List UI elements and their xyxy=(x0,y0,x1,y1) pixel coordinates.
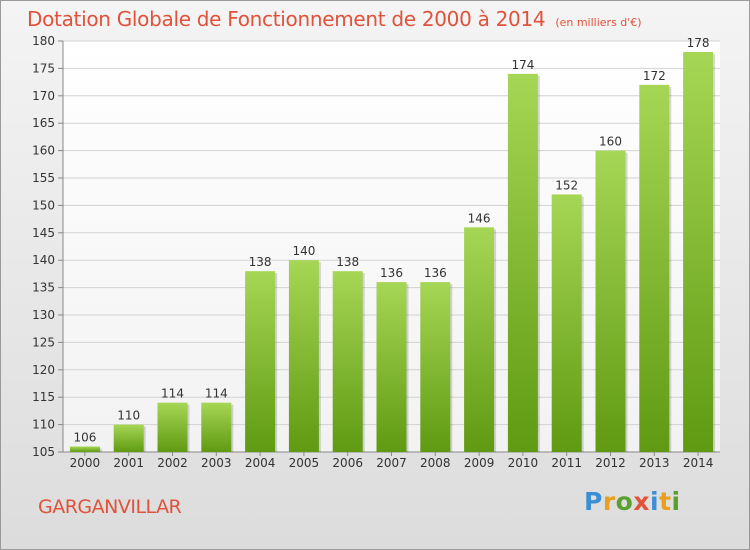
data-label: 106 xyxy=(73,431,96,445)
y-tick-label: 135 xyxy=(32,281,55,295)
logo-letter: P xyxy=(584,487,603,516)
x-tick-label: 2000 xyxy=(70,456,101,470)
bar xyxy=(157,402,188,452)
logo-letter: i xyxy=(650,487,660,516)
data-label: 136 xyxy=(424,266,447,280)
y-tick-label: 105 xyxy=(32,445,55,459)
logo-letter: t xyxy=(659,487,672,516)
data-label: 114 xyxy=(161,387,184,401)
data-label: 138 xyxy=(249,255,272,269)
y-tick-label: 180 xyxy=(32,34,55,48)
bar xyxy=(507,73,538,452)
y-tick-label: 165 xyxy=(32,116,55,130)
logo-letter: r xyxy=(602,487,616,516)
bar xyxy=(332,271,363,452)
y-tick-label: 175 xyxy=(32,61,55,75)
data-label: 140 xyxy=(292,244,315,258)
data-label: 110 xyxy=(117,409,140,423)
bar xyxy=(245,271,276,452)
x-tick-label: 2005 xyxy=(289,456,320,470)
x-tick-label: 2009 xyxy=(464,456,495,470)
y-tick-label: 140 xyxy=(32,253,55,267)
y-tick-label: 145 xyxy=(32,226,55,240)
bar xyxy=(420,282,451,452)
bar xyxy=(551,194,582,452)
x-tick-label: 2003 xyxy=(201,456,232,470)
proxiti-logo: Proxiti xyxy=(584,487,681,516)
data-label: 146 xyxy=(468,211,491,225)
chart-title: Dotation Globale de Fonctionnement de 20… xyxy=(27,7,642,31)
data-label: 138 xyxy=(336,255,359,269)
chart-unit: (en milliers d'€) xyxy=(555,16,642,29)
y-tick-label: 110 xyxy=(32,418,55,432)
data-label: 114 xyxy=(205,387,228,401)
data-label: 178 xyxy=(687,36,710,50)
city-name: GARGANVILLAR xyxy=(38,496,182,518)
y-tick-label: 155 xyxy=(32,171,55,185)
x-tick-label: 2004 xyxy=(245,456,276,470)
bar xyxy=(113,424,144,452)
data-label: 174 xyxy=(511,58,534,72)
bar xyxy=(464,227,495,452)
x-tick-label: 2011 xyxy=(551,456,582,470)
data-label: 152 xyxy=(555,178,578,192)
y-tick-label: 115 xyxy=(32,390,55,404)
y-tick-label: 160 xyxy=(32,144,55,158)
x-tick-label: 2010 xyxy=(508,456,539,470)
y-tick-label: 120 xyxy=(32,363,55,377)
x-tick-label: 2001 xyxy=(113,456,144,470)
bar xyxy=(201,402,232,452)
bar xyxy=(376,282,407,452)
data-label: 136 xyxy=(380,266,403,280)
bar xyxy=(69,446,100,452)
x-tick-label: 2012 xyxy=(595,456,626,470)
bar xyxy=(595,150,626,452)
bar xyxy=(288,260,319,452)
y-tick-label: 170 xyxy=(32,89,55,103)
chart-title-text: Dotation Globale de Fonctionnement de 20… xyxy=(27,7,546,31)
x-tick-label: 2007 xyxy=(376,456,407,470)
y-tick-label: 130 xyxy=(32,308,55,322)
x-tick-label: 2008 xyxy=(420,456,451,470)
data-label: 172 xyxy=(643,69,666,83)
x-tick-label: 2013 xyxy=(639,456,670,470)
bar xyxy=(683,51,714,453)
x-tick-label: 2006 xyxy=(332,456,363,470)
x-tick-label: 2002 xyxy=(157,456,188,470)
y-tick-label: 125 xyxy=(32,335,55,349)
y-tick-label: 150 xyxy=(32,198,55,212)
bar xyxy=(639,84,670,452)
x-tick-label: 2014 xyxy=(683,456,714,470)
data-label: 160 xyxy=(599,135,622,149)
logo-letter: x xyxy=(633,487,650,516)
logo-letter: o xyxy=(615,487,634,516)
logo-letter: i xyxy=(671,487,681,516)
